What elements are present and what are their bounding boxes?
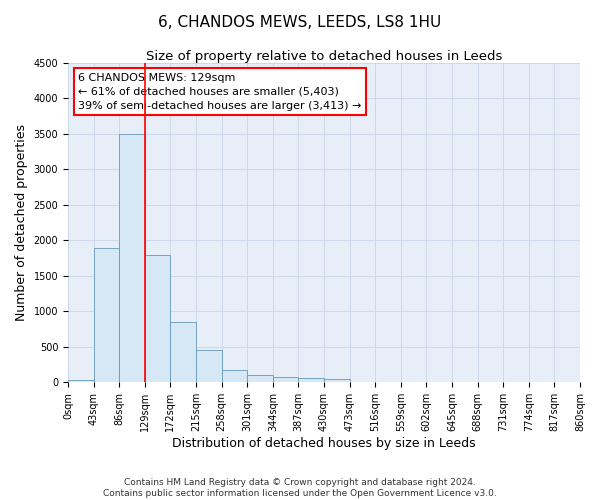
X-axis label: Distribution of detached houses by size in Leeds: Distribution of detached houses by size … — [172, 437, 476, 450]
Text: 6 CHANDOS MEWS: 129sqm
← 61% of detached houses are smaller (5,403)
39% of semi-: 6 CHANDOS MEWS: 129sqm ← 61% of detached… — [78, 72, 362, 110]
Bar — [170, 322, 196, 382]
Bar — [68, 380, 94, 382]
Bar — [221, 370, 247, 382]
Y-axis label: Number of detached properties: Number of detached properties — [15, 124, 28, 321]
Bar — [324, 379, 350, 382]
Bar — [119, 134, 145, 382]
Bar — [145, 254, 170, 382]
Bar — [94, 248, 119, 382]
Bar — [273, 378, 298, 382]
Text: 6, CHANDOS MEWS, LEEDS, LS8 1HU: 6, CHANDOS MEWS, LEEDS, LS8 1HU — [158, 15, 442, 30]
Bar — [298, 378, 324, 382]
Title: Size of property relative to detached houses in Leeds: Size of property relative to detached ho… — [146, 50, 502, 63]
Text: Contains HM Land Registry data © Crown copyright and database right 2024.
Contai: Contains HM Land Registry data © Crown c… — [103, 478, 497, 498]
Bar — [196, 350, 221, 382]
Bar — [247, 376, 273, 382]
